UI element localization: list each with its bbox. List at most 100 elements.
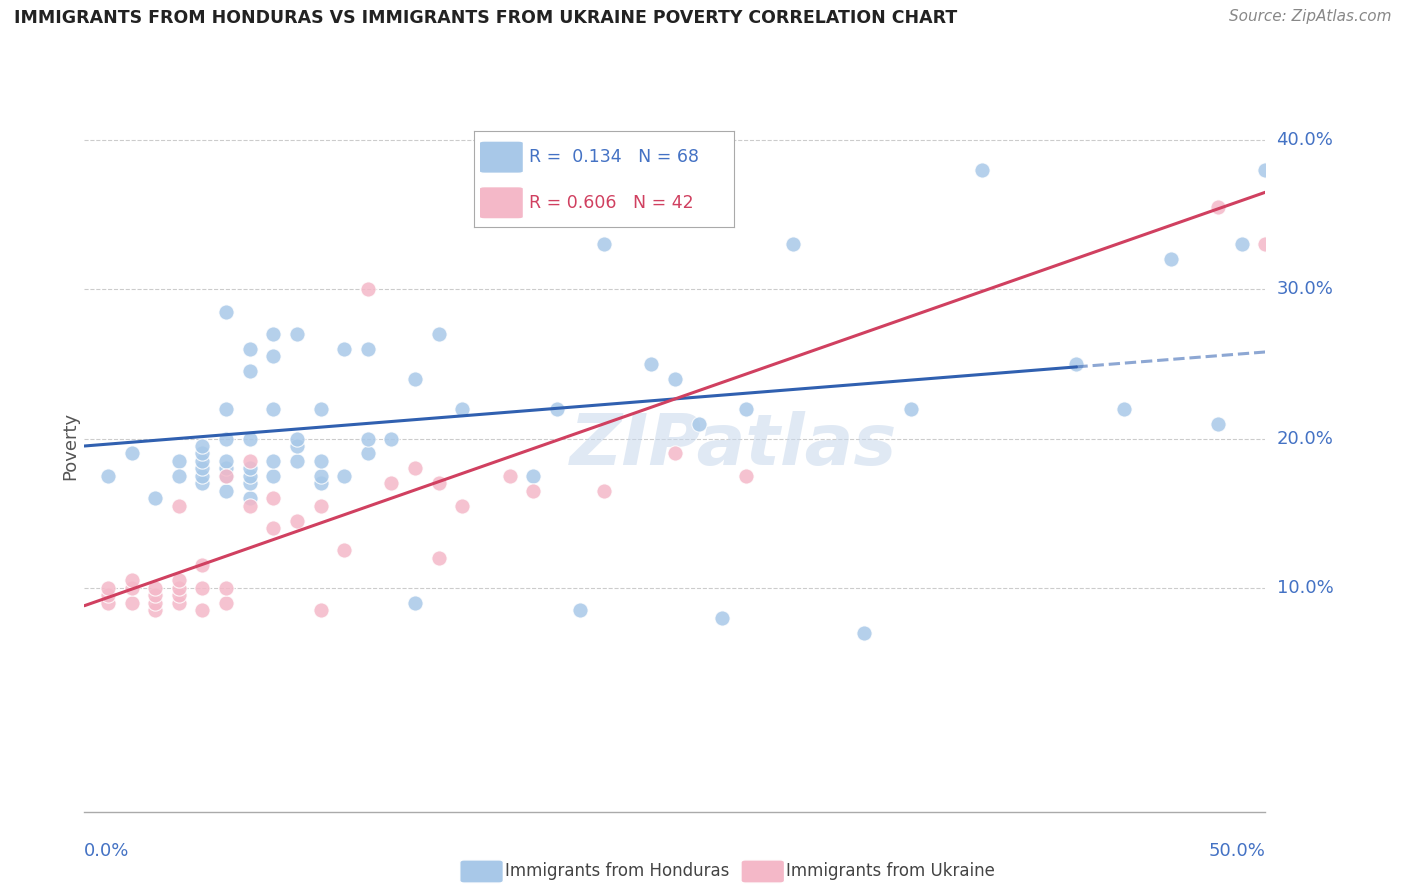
Point <box>239 491 262 506</box>
Point <box>239 468 262 483</box>
Point <box>711 610 734 624</box>
Point <box>380 432 402 446</box>
Point <box>1254 237 1277 252</box>
Point <box>427 551 450 566</box>
Text: 10.0%: 10.0% <box>1277 579 1333 597</box>
Point <box>309 476 332 491</box>
Point <box>167 574 190 588</box>
Point <box>285 514 308 528</box>
Point <box>121 446 143 460</box>
Point <box>900 401 922 416</box>
Point <box>262 326 284 341</box>
Point <box>734 468 756 483</box>
Point <box>191 476 214 491</box>
Point <box>522 468 544 483</box>
Point <box>569 603 592 617</box>
Text: ZIPatlas: ZIPatlas <box>571 411 897 481</box>
Text: R =  0.134   N = 68: R = 0.134 N = 68 <box>529 148 699 166</box>
Point <box>498 468 520 483</box>
Point <box>143 596 166 610</box>
Point <box>309 401 332 416</box>
Point <box>593 483 616 498</box>
Point <box>215 483 238 498</box>
Point <box>1206 200 1229 214</box>
Text: Immigrants from Honduras: Immigrants from Honduras <box>505 862 730 880</box>
Point <box>451 401 474 416</box>
Point <box>191 581 214 595</box>
Text: 50.0%: 50.0% <box>1209 842 1265 860</box>
Point <box>215 461 238 475</box>
Point <box>357 432 380 446</box>
Point <box>427 326 450 341</box>
Point <box>262 454 284 468</box>
Point <box>309 603 332 617</box>
Point <box>664 372 686 386</box>
Text: 0.0%: 0.0% <box>84 842 129 860</box>
Point <box>215 401 238 416</box>
Point <box>285 439 308 453</box>
Point <box>143 581 166 595</box>
Point <box>121 581 143 595</box>
Point <box>239 461 262 475</box>
Point <box>852 625 875 640</box>
Point <box>215 304 238 318</box>
Point <box>215 581 238 595</box>
Point <box>239 342 262 356</box>
Point <box>167 454 190 468</box>
Point <box>285 454 308 468</box>
Point <box>593 237 616 252</box>
Point <box>97 581 120 595</box>
Point <box>546 401 568 416</box>
Point <box>191 454 214 468</box>
Point <box>970 162 993 177</box>
Point <box>167 468 190 483</box>
Point <box>451 499 474 513</box>
Point <box>404 372 426 386</box>
Point <box>239 432 262 446</box>
Point <box>191 468 214 483</box>
FancyBboxPatch shape <box>479 141 523 173</box>
Point <box>309 499 332 513</box>
Point <box>167 581 190 595</box>
Point <box>357 446 380 460</box>
Point <box>309 468 332 483</box>
Point <box>215 468 238 483</box>
Point <box>167 588 190 602</box>
Point <box>333 342 356 356</box>
Point <box>239 499 262 513</box>
Point <box>167 596 190 610</box>
Point <box>191 439 214 453</box>
Point <box>239 476 262 491</box>
Point <box>215 468 238 483</box>
Text: R = 0.606   N = 42: R = 0.606 N = 42 <box>529 194 693 211</box>
Point <box>121 596 143 610</box>
FancyBboxPatch shape <box>479 186 523 219</box>
Point <box>262 401 284 416</box>
Point <box>262 468 284 483</box>
Point <box>734 401 756 416</box>
Point <box>404 596 426 610</box>
Text: 20.0%: 20.0% <box>1277 430 1333 448</box>
Point <box>333 468 356 483</box>
Point <box>97 596 120 610</box>
Point <box>1066 357 1088 371</box>
Point <box>191 461 214 475</box>
Point <box>1112 401 1135 416</box>
Point <box>121 574 143 588</box>
Text: Source: ZipAtlas.com: Source: ZipAtlas.com <box>1229 9 1392 24</box>
Point <box>215 432 238 446</box>
Point <box>239 364 262 378</box>
Point <box>404 461 426 475</box>
Point <box>522 483 544 498</box>
Point <box>309 454 332 468</box>
Point <box>285 326 308 341</box>
Point <box>782 237 804 252</box>
Point <box>215 454 238 468</box>
Point <box>285 432 308 446</box>
Point <box>1206 417 1229 431</box>
Point <box>143 491 166 506</box>
Point <box>191 558 214 573</box>
Point <box>1160 252 1182 267</box>
Point <box>262 491 284 506</box>
Point <box>215 596 238 610</box>
